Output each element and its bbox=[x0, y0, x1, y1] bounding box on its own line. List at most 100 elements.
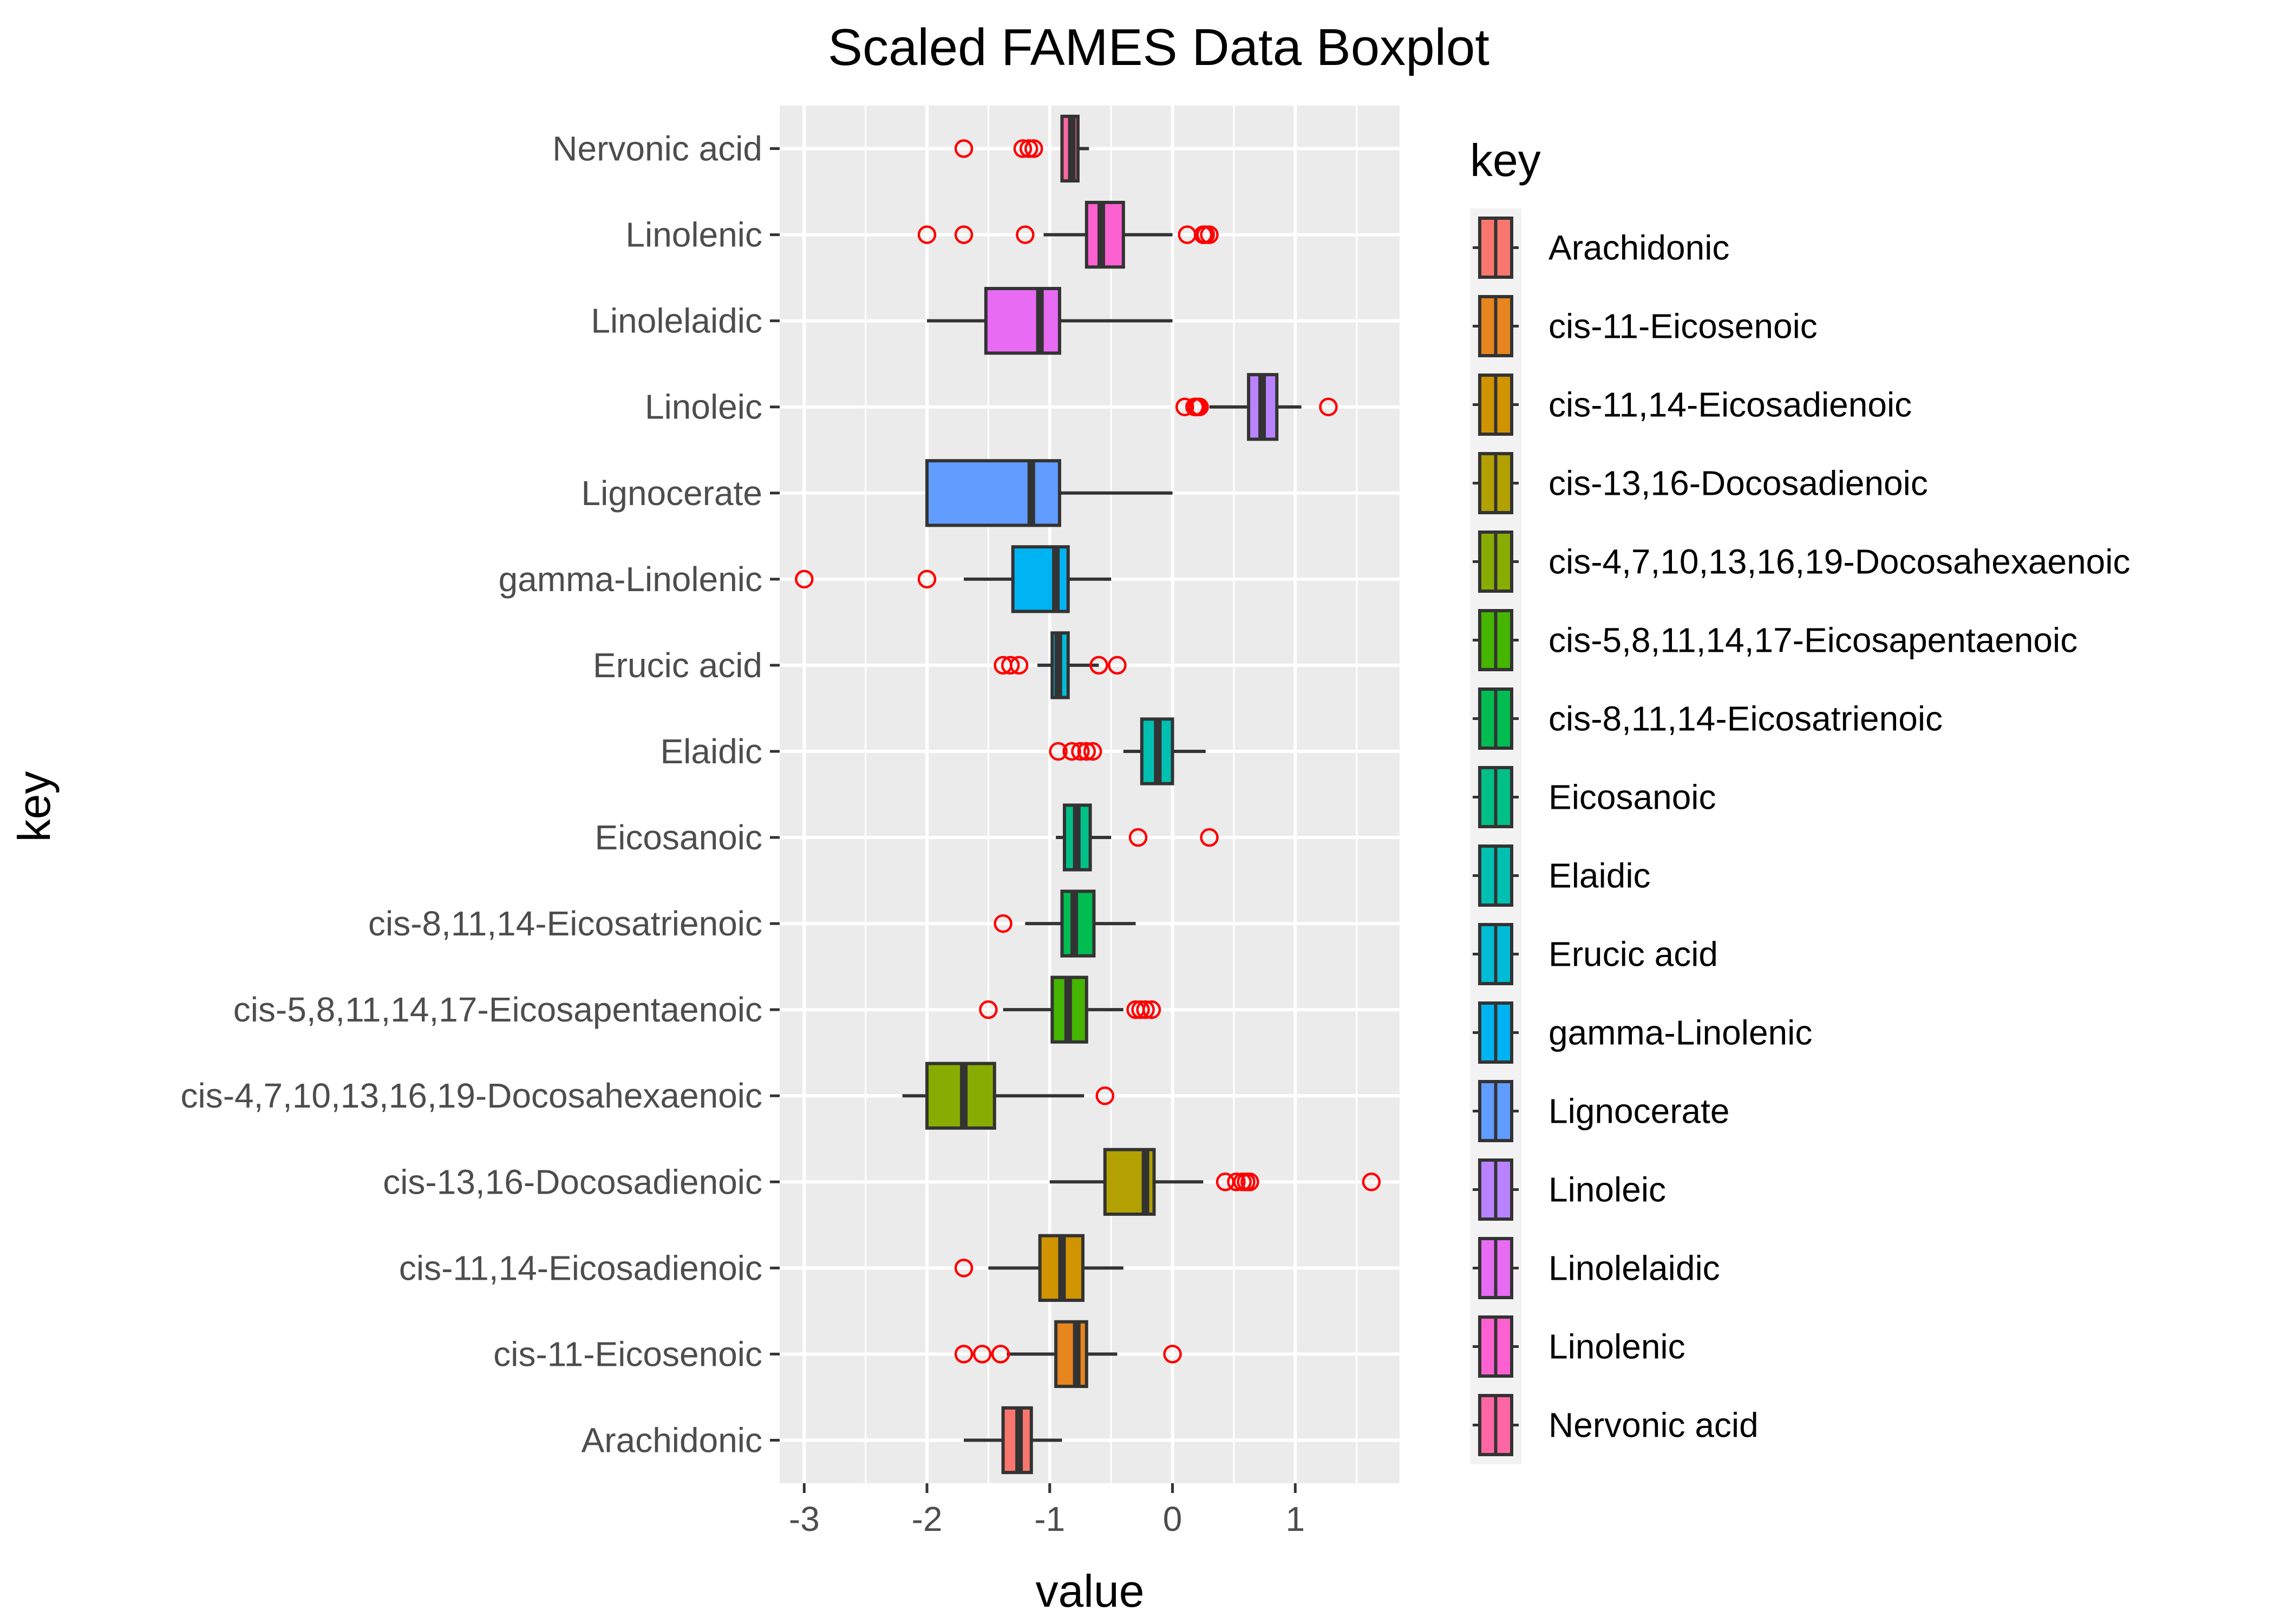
outlier-point bbox=[1200, 225, 1219, 244]
y-tick-label: Eicosanoic bbox=[595, 818, 763, 857]
outlier-point bbox=[1016, 225, 1035, 244]
outlier-point bbox=[972, 1345, 992, 1364]
legend-item-linolenic: Linolenic bbox=[1473, 1315, 1685, 1378]
y-axis: Arachidonic cis-11-Eicosenoic cis-11,14-Ei… bbox=[181, 129, 780, 1459]
box-iqr bbox=[984, 287, 1061, 355]
outlier-point bbox=[1049, 742, 1068, 761]
outlier-point bbox=[795, 569, 814, 589]
legend-item-cis-13-16-docosadienoic: cis-13,16-Docosadienoic bbox=[1473, 452, 1928, 514]
box-cis-11-14-eicosadienoic bbox=[954, 1234, 1123, 1302]
legend-label: Nervonic acid bbox=[1548, 1406, 1759, 1445]
outlier-point bbox=[1009, 656, 1029, 675]
legend-label: Arachidonic bbox=[1548, 228, 1729, 267]
outlier-point bbox=[1077, 742, 1096, 761]
y-tick-label: Arachidonic bbox=[581, 1420, 762, 1459]
legend-item-linoleic: Linoleic bbox=[1473, 1158, 1666, 1221]
box-cis-4-7-10-13-16-19-docosahexaenoic bbox=[902, 1062, 1115, 1130]
x-tick-label: 1 bbox=[1285, 1499, 1305, 1538]
outlier-point bbox=[991, 1345, 1010, 1364]
outlier-point bbox=[1062, 742, 1081, 761]
box-iqr bbox=[925, 459, 1061, 527]
box-arachidonic bbox=[964, 1406, 1062, 1475]
outlier-point bbox=[1227, 1173, 1246, 1191]
box-cis-11-eicosenoic bbox=[954, 1320, 1182, 1389]
legend-item-linolelaidic: Linolelaidic bbox=[1473, 1237, 1720, 1299]
box-cis-5-8-11-14-17-eicosapentaenoic bbox=[979, 975, 1161, 1044]
y-tick-label: Linolelaidic bbox=[591, 302, 762, 340]
legend-item-eicosanoic: Eicosanoic bbox=[1473, 766, 1716, 828]
legend-label: Linoleic bbox=[1548, 1170, 1666, 1209]
outlier-point bbox=[954, 225, 973, 244]
outlier-point bbox=[1128, 828, 1148, 847]
outlier-point bbox=[1319, 397, 1338, 416]
legend-item-gamma-linolenic: gamma-Linolenic bbox=[1473, 1001, 1812, 1064]
outlier-point bbox=[1095, 1086, 1115, 1105]
outlier-point bbox=[1240, 1173, 1259, 1191]
outlier-point bbox=[1175, 397, 1194, 416]
box-linolelaidic bbox=[927, 287, 1173, 355]
outlier-point bbox=[1200, 828, 1219, 847]
y-tick-label: Lignocerate bbox=[581, 474, 762, 513]
legend-item-lignocerate: Lignocerate bbox=[1473, 1080, 1729, 1142]
outlier-point bbox=[1013, 139, 1033, 158]
y-axis-title: key bbox=[9, 771, 60, 842]
legend-item-cis-8-11-14-eicosatrienoic: cis-8,11,14-Eicosatrienoic bbox=[1473, 687, 1943, 750]
legend-item-arachidonic: Arachidonic bbox=[1473, 217, 1729, 279]
y-tick-label: Elaidic bbox=[660, 732, 762, 771]
outlier-point bbox=[1020, 139, 1038, 158]
box-iqr bbox=[1054, 1320, 1088, 1389]
y-tick-label: cis-11,14-Eicosadienoic bbox=[399, 1248, 762, 1287]
legend-label: Lignocerate bbox=[1548, 1092, 1729, 1131]
legend-label: cis-11,14-Eicosadienoic bbox=[1548, 385, 1912, 424]
box-linoleic bbox=[1175, 373, 1338, 441]
outlier-point bbox=[1071, 742, 1090, 761]
box-cis-13-16-docosadienoic bbox=[1049, 1148, 1381, 1216]
legend-title: key bbox=[1470, 135, 1541, 186]
box-lignocerate bbox=[925, 459, 1173, 527]
x-axis: -3 -2 -1 0 1 bbox=[789, 1483, 1305, 1538]
outlier-point bbox=[1131, 1000, 1150, 1019]
legend-label: cis-5,8,11,14,17-Eicosapentaenoic bbox=[1548, 621, 2077, 660]
outlier-point bbox=[954, 1345, 973, 1364]
x-axis-title: value bbox=[1036, 1566, 1145, 1616]
x-tick-label: -1 bbox=[1034, 1499, 1065, 1538]
outlier-point bbox=[1024, 139, 1043, 158]
box-series bbox=[795, 114, 1381, 1475]
legend-label: cis-11-Eicosenoic bbox=[1548, 307, 1818, 346]
box-elaidic bbox=[1049, 717, 1206, 785]
box-iqr bbox=[1011, 545, 1070, 613]
legend-items: Arachidonic cis-11-Eicosenoic cis-11,14-Ei… bbox=[1470, 208, 2130, 1464]
y-tick-label: Linoleic bbox=[645, 388, 762, 427]
x-tick-label: 0 bbox=[1163, 1499, 1182, 1538]
outlier-point bbox=[1163, 1345, 1182, 1364]
outlier-point bbox=[1362, 1173, 1381, 1191]
y-tick-label: gamma-Linolenic bbox=[499, 560, 762, 599]
legend-label: Erucic acid bbox=[1548, 935, 1718, 974]
legend-item-cis-5-8-11-14-17-eicosapentaenoic: cis-5,8,11,14,17-Eicosapentaenoic bbox=[1473, 609, 2077, 671]
legend-item-erucic-acid: Erucic acid bbox=[1473, 923, 1718, 985]
y-tick-label: cis-8,11,14-Eicosatrienoic bbox=[368, 904, 762, 943]
y-tick-label: cis-4,7,10,13,16,19-Docosahexaenoic bbox=[181, 1076, 762, 1115]
box-linolenic bbox=[917, 200, 1219, 269]
outlier-point bbox=[917, 225, 937, 244]
outlier-point bbox=[1136, 1000, 1155, 1019]
outlier-point bbox=[1142, 1000, 1161, 1019]
outlier-point bbox=[1108, 656, 1127, 675]
legend-label: cis-13,16-Docosadienoic bbox=[1548, 464, 1928, 503]
box-cis-8-11-14-eicosatrienoic bbox=[994, 889, 1136, 958]
legend-item-cis-4-7-10-13-16-19-docosahexaenoic: cis-4,7,10,13,16,19-Docosahexaenoic bbox=[1473, 531, 2130, 593]
outlier-point bbox=[1190, 397, 1209, 416]
legend-label: Elaidic bbox=[1548, 856, 1651, 895]
outlier-point bbox=[979, 1000, 998, 1019]
box-gamma-linolenic bbox=[795, 545, 1112, 613]
x-tick-label: -3 bbox=[789, 1499, 820, 1538]
y-tick-label: Erucic acid bbox=[593, 646, 762, 685]
outlier-point bbox=[994, 914, 1012, 933]
legend-label: cis-4,7,10,13,16,19-Docosahexaenoic bbox=[1548, 542, 2130, 581]
legend-item-cis-11-eicosenoic: cis-11-Eicosenoic bbox=[1473, 295, 1818, 357]
box-eicosanoic bbox=[1056, 803, 1219, 872]
legend-label: cis-8,11,14-Eicosatrienoic bbox=[1548, 699, 1943, 738]
outlier-point bbox=[954, 1259, 973, 1278]
outlier-point bbox=[1083, 742, 1102, 761]
